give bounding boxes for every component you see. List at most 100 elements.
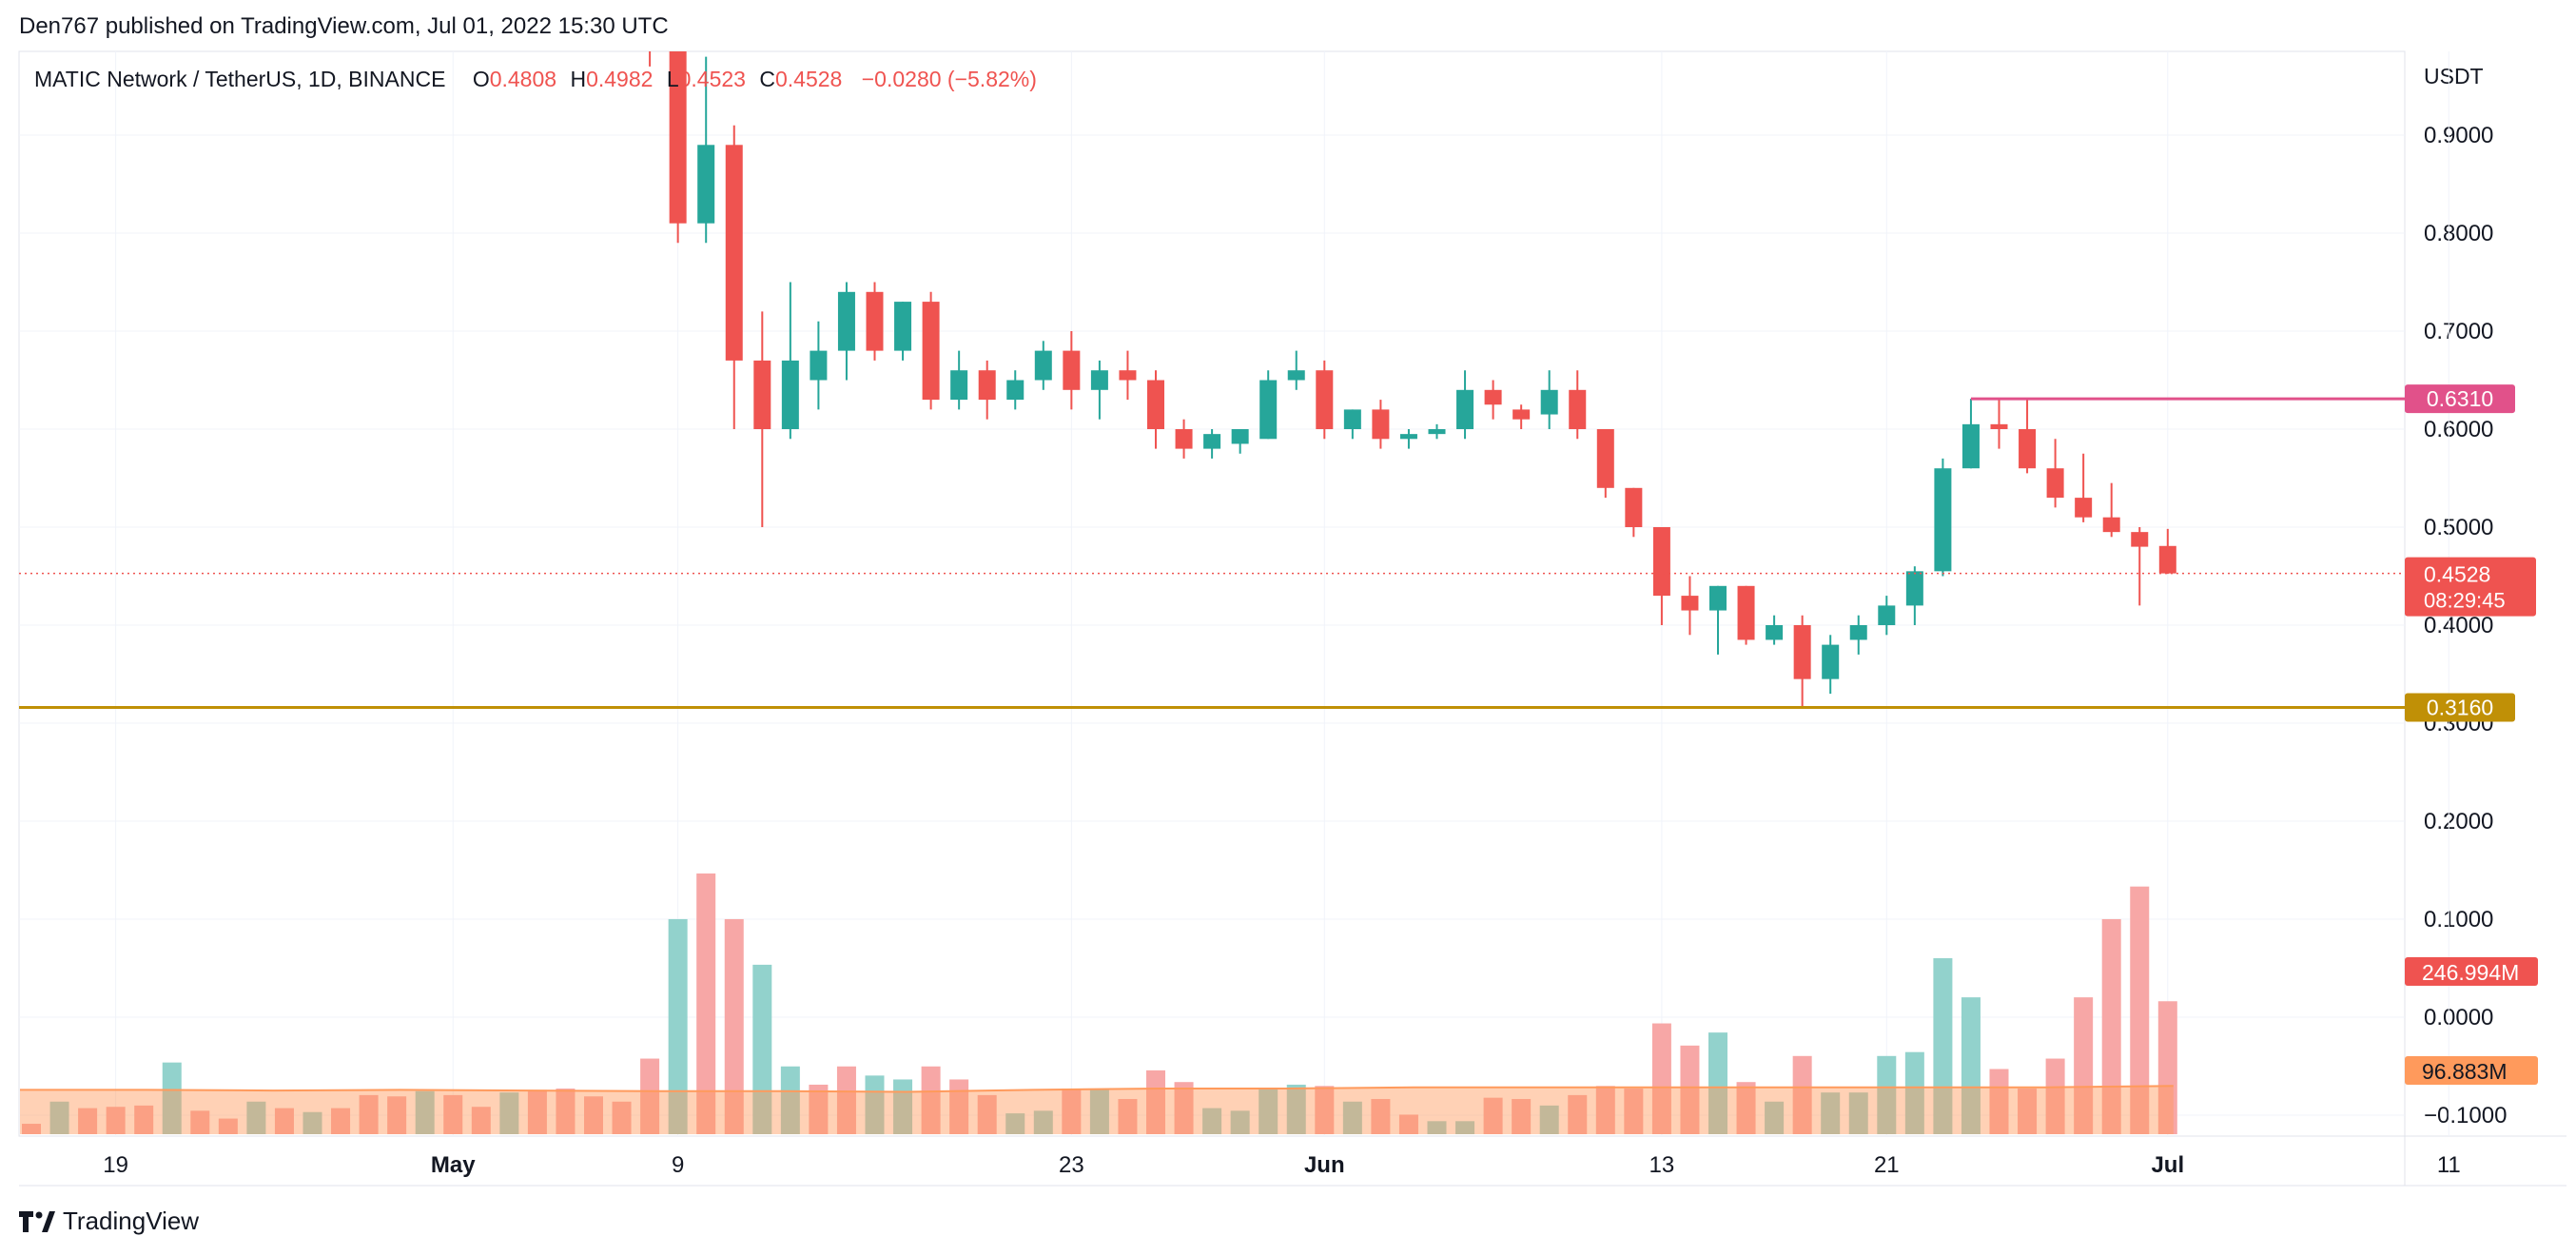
volume-bar [2157, 1001, 2177, 1134]
volume-bar [331, 1108, 351, 1134]
candle-body [1766, 625, 1784, 640]
volume-bar [865, 1075, 885, 1134]
tradingview-logo-icon [19, 1210, 55, 1232]
volume-bar [1315, 1086, 1335, 1134]
volume-bar [2074, 997, 2094, 1134]
symbol-title: MATIC Network / TetherUS, 1D, BINANCE [34, 67, 446, 91]
candle-body [1147, 380, 1164, 429]
candle-body [1652, 527, 1670, 597]
volume-bar [668, 918, 688, 1134]
candle-body [2019, 429, 2037, 469]
volume-bar [471, 1107, 491, 1134]
close-value: 0.4528 [775, 67, 843, 91]
candle-body [1090, 370, 1108, 390]
candle-body [1849, 625, 1867, 640]
candle-body [781, 360, 799, 429]
resistance-price-tag [2405, 384, 2515, 414]
resistance-price-label: 0.6310 [2427, 386, 2493, 411]
candle-body [1456, 389, 1474, 429]
candle-body [725, 145, 743, 361]
publisher-caption: Den767 published on TradingView.com, Jul… [19, 13, 669, 39]
volume-bar [1398, 1114, 1418, 1134]
candle-body [1316, 370, 1334, 429]
volume-bar [2045, 1058, 2065, 1134]
volume-bar [2101, 918, 2121, 1134]
volume-bar [949, 1079, 969, 1134]
volume-bar [1483, 1097, 1503, 1134]
candle-body [2075, 498, 2093, 518]
candle-body [1399, 434, 1417, 440]
tradingview-logo[interactable]: TradingView [19, 1207, 199, 1236]
low-value: 0.4523 [678, 67, 746, 91]
volume-bar [49, 1101, 69, 1134]
volume-bar [1371, 1099, 1391, 1134]
candle-body [894, 302, 912, 351]
volume-bar [921, 1066, 941, 1134]
candle-body [866, 291, 884, 351]
last-price-label: 0.4528 [2424, 562, 2490, 587]
currency-label: USDT [2424, 64, 2484, 88]
candle-body [1709, 585, 1727, 611]
volume-bar [1259, 1089, 1278, 1134]
candle-body [837, 291, 855, 351]
x-tick-label: 23 [1059, 1152, 1084, 1178]
candle-body [1119, 370, 1137, 381]
volume-bar [415, 1090, 435, 1134]
volume-bar [1512, 1099, 1532, 1134]
volume-bar [1651, 1023, 1671, 1134]
volume-bar [387, 1096, 407, 1134]
volume-ma-value-label: 96.883M [2422, 1059, 2508, 1084]
candle-body [1905, 571, 1923, 606]
volume-bar [1765, 1101, 1785, 1134]
candle-body [810, 350, 828, 381]
close-label: C [759, 67, 775, 91]
volume-bar [1118, 1099, 1138, 1134]
candle-body [1569, 389, 1587, 429]
y-tick-label: 0.0000 [2424, 1005, 2493, 1030]
candle-body [922, 302, 940, 401]
volume-bar [1792, 1055, 1812, 1134]
volume-bar [1342, 1101, 1362, 1134]
volume-bar [1568, 1094, 1588, 1134]
volume-bar [2130, 886, 2150, 1134]
volume-bar [106, 1107, 126, 1134]
volume-value-label: 246.994M [2422, 960, 2519, 985]
volume-bar [359, 1094, 379, 1134]
candle-body [1343, 409, 1361, 429]
volume-bar [1933, 958, 1953, 1134]
candle-body [1006, 380, 1025, 401]
y-tick-label: −0.1000 [2424, 1103, 2507, 1128]
volume-bar [1174, 1082, 1194, 1134]
x-tick-label: 9 [672, 1152, 684, 1178]
volume-bar [1904, 1051, 1924, 1134]
candle-body [641, 17, 658, 47]
candle-body [1512, 409, 1531, 420]
volume-bar [1089, 1089, 1109, 1134]
y-tick-label: 0.6000 [2424, 417, 2493, 442]
y-tick-label: 0.1000 [2424, 907, 2493, 932]
candle-body [1596, 429, 1614, 488]
open-value: 0.4808 [489, 67, 557, 91]
plot-area [19, 17, 2405, 1134]
candle-body [1878, 605, 1896, 625]
volume-bar [190, 1110, 210, 1134]
candle-body [1934, 468, 1952, 572]
candle-body [1681, 596, 1699, 611]
volume-bar [780, 1066, 800, 1134]
volume-bar [499, 1092, 519, 1134]
candle-body [1259, 380, 1278, 440]
volume-bar [1736, 1082, 1756, 1134]
candle-body [2102, 517, 2120, 533]
volume-bar [1033, 1110, 1053, 1134]
volume-bar [1848, 1092, 1868, 1134]
volume-bar [1624, 1089, 1644, 1134]
volume-bar [556, 1089, 576, 1134]
candle-body [1540, 389, 1558, 415]
candle-body [2131, 532, 2149, 547]
candle-body [1990, 423, 2008, 429]
x-tick-label: Jun [1304, 1152, 1345, 1178]
tradingview-brand: TradingView [63, 1207, 200, 1235]
volume-bar [1877, 1055, 1897, 1134]
x-tick-label: May [431, 1152, 476, 1178]
